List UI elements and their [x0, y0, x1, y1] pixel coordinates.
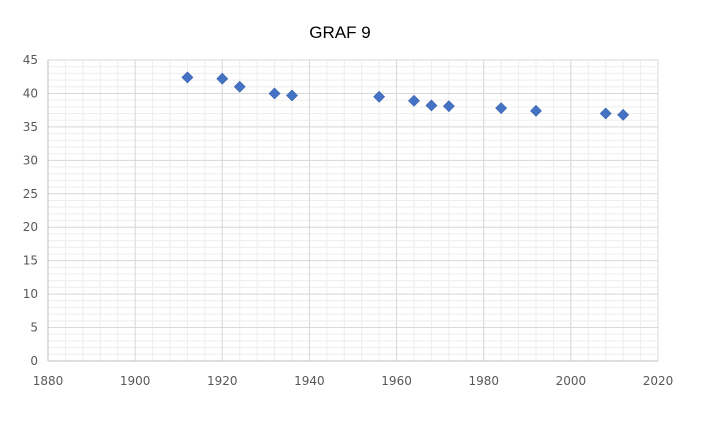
data-point: [216, 72, 229, 85]
x-tick-label: 1940: [294, 374, 325, 388]
x-tick-label: 1900: [120, 374, 151, 388]
y-tick-label: 25: [23, 187, 38, 201]
y-tick-label: 30: [23, 153, 38, 167]
data-point: [425, 99, 438, 112]
y-tick-label: 5: [30, 321, 38, 335]
data-point: [530, 104, 542, 117]
chart-title: GRAF 9: [309, 23, 370, 42]
data-points: [181, 71, 630, 121]
x-tick-label: 1920: [207, 374, 238, 388]
x-tick-label: 1980: [468, 374, 499, 388]
data-point: [442, 100, 455, 113]
y-tick-label: 15: [23, 254, 38, 268]
data-point: [181, 71, 194, 84]
minor-gridlines: [47, 59, 659, 362]
data-point: [599, 107, 612, 120]
x-axis-tick-labels: 1880 1900 1920 1940 1960 1980 2000 2020: [33, 374, 674, 388]
data-point: [617, 108, 630, 121]
x-tick-label: 2000: [556, 374, 587, 388]
y-tick-label: 0: [30, 354, 38, 368]
axes: [47, 60, 658, 362]
y-tick-label: 40: [23, 86, 38, 100]
y-tick-label: 45: [23, 53, 38, 67]
x-tick-label: 2020: [643, 374, 674, 388]
data-point: [373, 90, 386, 103]
data-point: [286, 89, 298, 102]
y-tick-label: 20: [23, 220, 38, 234]
data-point: [268, 87, 281, 100]
x-tick-label: 1960: [381, 374, 412, 388]
y-axis-tick-labels: 0 5 10 15 20 25 30 35 40 45: [23, 53, 38, 368]
major-gridlines: [47, 59, 659, 362]
x-tick-label: 1880: [33, 374, 64, 388]
y-tick-label: 35: [23, 120, 38, 134]
data-point: [495, 102, 508, 115]
data-point: [233, 80, 246, 93]
data-point: [408, 94, 420, 107]
y-tick-label: 10: [23, 287, 38, 301]
